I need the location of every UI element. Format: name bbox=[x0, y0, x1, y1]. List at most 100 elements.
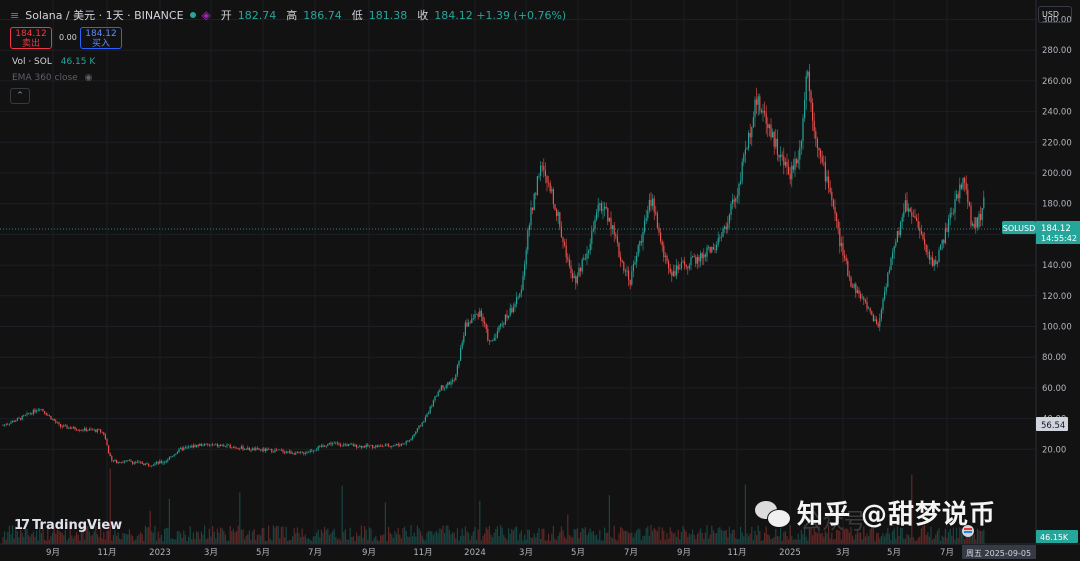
candle-body bbox=[375, 445, 377, 448]
volume-bar bbox=[637, 528, 639, 544]
volume-bar bbox=[469, 539, 471, 544]
volume-bar bbox=[26, 529, 28, 544]
volume-bar bbox=[896, 526, 898, 544]
volume-bar bbox=[448, 529, 450, 544]
volume-bar bbox=[10, 534, 12, 544]
volume-bar bbox=[882, 533, 884, 544]
candle-body bbox=[927, 251, 929, 253]
volume-bar bbox=[676, 536, 678, 544]
volume-bar bbox=[789, 525, 791, 544]
candle-body bbox=[572, 273, 574, 279]
candle-body bbox=[554, 204, 556, 210]
candle-body bbox=[431, 406, 433, 407]
volume-bar bbox=[196, 531, 198, 544]
candle-body bbox=[956, 194, 958, 200]
volume-bar bbox=[804, 525, 806, 544]
volume-bar bbox=[623, 530, 625, 544]
candle-body bbox=[192, 445, 194, 448]
candle-body bbox=[220, 445, 222, 447]
volume-bar bbox=[936, 530, 938, 544]
eye-icon[interactable]: ◉ bbox=[84, 73, 93, 83]
candle-body bbox=[101, 431, 103, 433]
volume-bar bbox=[85, 525, 87, 544]
volume-bar bbox=[944, 528, 946, 544]
compare-icon[interactable]: ◈ bbox=[201, 8, 211, 22]
volume-bar bbox=[672, 533, 674, 544]
candle-body bbox=[344, 444, 346, 445]
volume-bar bbox=[293, 528, 295, 544]
candle-body bbox=[508, 315, 510, 318]
candle-body bbox=[381, 445, 383, 447]
volume-bar bbox=[180, 533, 182, 544]
candle-body bbox=[300, 452, 302, 454]
candle-body bbox=[36, 410, 38, 412]
candle-body bbox=[615, 234, 617, 237]
candle-body bbox=[82, 430, 84, 431]
currency-button[interactable]: USD bbox=[1038, 6, 1072, 23]
volume-bar bbox=[359, 535, 361, 544]
volume-bar bbox=[799, 539, 801, 544]
candle-body bbox=[484, 321, 486, 324]
collapse-indicators-button[interactable]: ⌃ bbox=[10, 88, 30, 104]
x-tick-label: 3月 bbox=[836, 548, 850, 558]
ema-indicator[interactable]: EMA 360 close ◉ bbox=[12, 73, 92, 83]
menu-icon[interactable]: ≡ bbox=[10, 8, 20, 22]
volume-bar bbox=[149, 510, 151, 544]
candle-body bbox=[516, 297, 518, 305]
candle-body bbox=[896, 230, 898, 242]
volume-bar bbox=[888, 533, 890, 544]
volume-bar bbox=[468, 533, 470, 544]
volume-bar bbox=[551, 533, 553, 544]
volume-bar bbox=[920, 528, 922, 544]
buy-button[interactable]: 184.12 买入 bbox=[80, 27, 122, 49]
symbol-title[interactable]: Solana / 美元 · 1天 · BINANCE bbox=[25, 9, 184, 22]
volume-bar bbox=[266, 540, 268, 544]
volume-bar bbox=[40, 533, 42, 544]
volume-bar bbox=[439, 528, 441, 544]
candle-body bbox=[693, 256, 695, 258]
symbol-header[interactable]: ≡ Solana / 美元 · 1天 · BINANCE ◈ 开 182.74 高… bbox=[10, 6, 566, 24]
volume-bar bbox=[308, 538, 310, 544]
candle-body bbox=[768, 124, 770, 129]
x-tick-label: 7月 bbox=[940, 548, 954, 558]
volume-bar bbox=[856, 528, 858, 544]
volume-bar bbox=[199, 539, 201, 544]
volume-bar bbox=[234, 532, 236, 544]
candle-body bbox=[517, 296, 519, 298]
candle-body bbox=[842, 242, 844, 256]
volume-bar bbox=[847, 529, 849, 544]
candle-body bbox=[172, 456, 174, 457]
volume-bar bbox=[800, 529, 802, 544]
volume-bar bbox=[599, 530, 601, 544]
volume-bar bbox=[496, 526, 498, 544]
volume-bar bbox=[714, 533, 716, 544]
volume-bar bbox=[346, 539, 348, 544]
volume-bar bbox=[194, 538, 196, 544]
sell-button[interactable]: 184.12 卖出 bbox=[10, 27, 52, 49]
volume-bar bbox=[80, 529, 82, 544]
candle-body bbox=[653, 198, 655, 213]
volume-bar bbox=[271, 540, 273, 544]
candle-body bbox=[408, 440, 410, 442]
volume-bar bbox=[164, 528, 166, 544]
candle-body bbox=[543, 166, 545, 171]
volume-bar bbox=[604, 527, 606, 544]
candle-body bbox=[282, 450, 284, 453]
volume-bar bbox=[613, 525, 615, 544]
volume-bar bbox=[671, 531, 673, 544]
candle-body bbox=[362, 446, 364, 448]
volume-bar bbox=[485, 527, 487, 544]
volume-bar bbox=[418, 528, 420, 544]
volume-bar bbox=[7, 532, 9, 544]
volume-bar bbox=[650, 525, 652, 544]
volume-bar bbox=[72, 538, 74, 544]
volume-indicator[interactable]: Vol · SOL 46.15 K bbox=[12, 57, 95, 67]
candle-body bbox=[288, 451, 290, 453]
volume-bar bbox=[184, 534, 186, 544]
volume-bar bbox=[519, 533, 521, 544]
volume-bar bbox=[261, 527, 263, 544]
volume-bar bbox=[244, 539, 246, 544]
volume-bar bbox=[824, 530, 826, 544]
candle-body bbox=[805, 76, 807, 100]
